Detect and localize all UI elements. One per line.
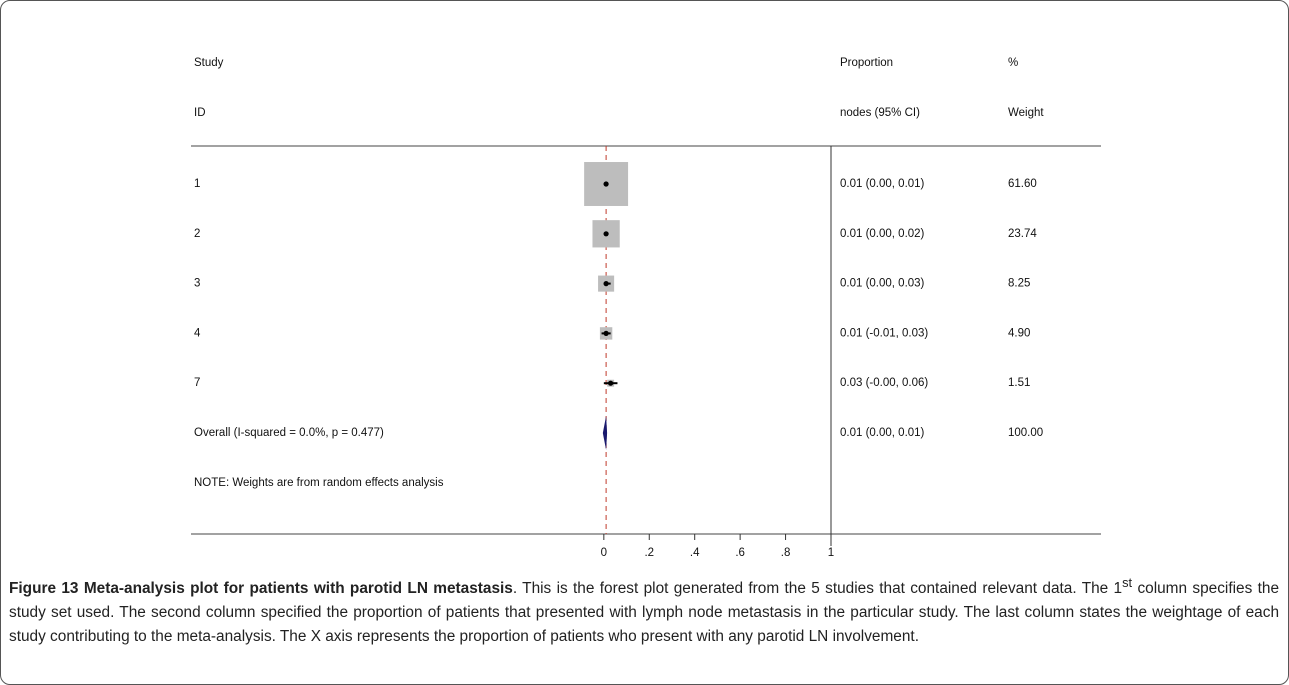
- x-tick-label: .4: [690, 547, 700, 559]
- header: Weight: [1008, 107, 1044, 119]
- weight-label: 100.00: [1008, 427, 1043, 439]
- caption-text: column specifies the study set used. The…: [9, 580, 1280, 646]
- caption-title: Figure 13 Meta-analysis plot for patient…: [9, 580, 513, 598]
- estimate-point: [608, 380, 614, 386]
- header: %: [1008, 57, 1018, 69]
- estimate-point: [603, 330, 609, 336]
- header: Study: [194, 57, 224, 69]
- ci-label: 0.01 (0.00, 0.03): [840, 278, 925, 290]
- study-label: Overall (I-squared = 0.0%, p = 0.477): [194, 427, 384, 439]
- header: ID: [194, 107, 206, 119]
- ci-label: 0.01 (0.00, 0.02): [840, 228, 925, 240]
- caption-text: . This is the forest plot generated from…: [512, 580, 1123, 598]
- x-tick-label: .2: [644, 547, 654, 559]
- weight-label: 4.90: [1008, 327, 1030, 339]
- x-tick-label: .6: [735, 547, 745, 559]
- weight-label: 61.60: [1008, 178, 1037, 190]
- ci-label: 0.03 (-0.00, 0.06): [840, 377, 928, 389]
- x-tick-label: 0: [601, 547, 607, 559]
- weight-label: 1.51: [1008, 377, 1030, 389]
- estimate-point: [603, 231, 609, 237]
- header: Proportion: [840, 57, 893, 69]
- study-label: 1: [194, 178, 200, 190]
- ci-label: 0.01 (0.00, 0.01): [840, 178, 925, 190]
- study-label: 7: [194, 377, 200, 389]
- diamond: [602, 416, 608, 450]
- estimate-point: [603, 281, 609, 287]
- study-label: 3: [194, 278, 200, 290]
- study-label: 4: [194, 327, 201, 339]
- x-tick-label: .8: [781, 547, 791, 559]
- study-label: 2: [194, 228, 200, 240]
- caption: Figure 13 Meta-analysis plot for patient…: [9, 571, 1279, 649]
- chart: Study ID Proportion nodes (95% CI) % Wei…: [191, 57, 1101, 559]
- weight-label: 8.25: [1008, 278, 1030, 290]
- ci-label: 0.01 (0.00, 0.01): [840, 427, 925, 439]
- estimate-point: [603, 181, 609, 187]
- ci-label: 0.01 (-0.01, 0.03): [840, 327, 928, 339]
- header: nodes (95% CI): [840, 107, 920, 119]
- x-tick-label: 1: [828, 547, 834, 559]
- weight-label: 23.74: [1008, 228, 1037, 240]
- caption-sup: st: [1122, 575, 1133, 590]
- note: NOTE: Weights are from random effects an…: [194, 477, 444, 489]
